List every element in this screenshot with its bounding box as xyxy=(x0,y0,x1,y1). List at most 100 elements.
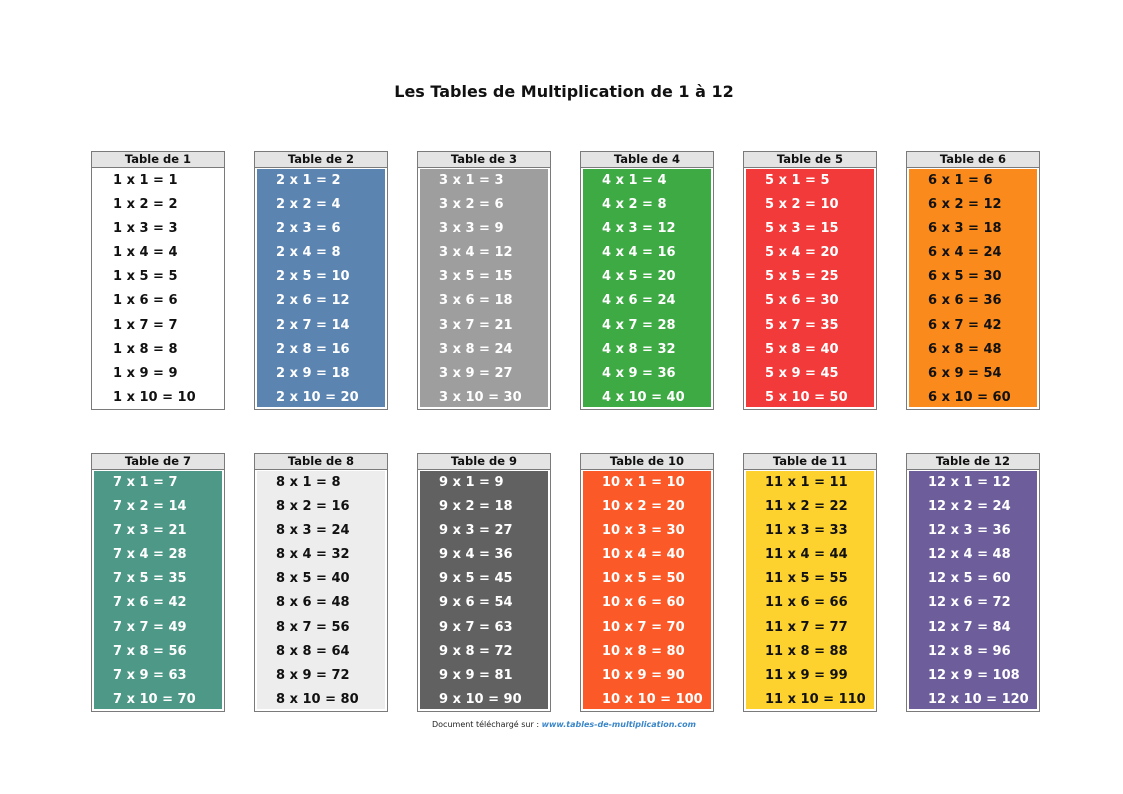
table-header: Table de 8 xyxy=(255,454,387,470)
table-row: 5 x 7 = 35 xyxy=(765,317,839,333)
table-header: Table de 7 xyxy=(92,454,224,470)
table-row: 1 x 3 = 3 xyxy=(113,221,178,237)
table-row: 10 x 1 = 10 xyxy=(602,475,685,490)
table-row: 3 x 7 = 21 xyxy=(439,317,513,333)
table-row: 4 x 4 = 16 xyxy=(602,245,676,261)
table-row: 11 x 9 = 99 xyxy=(765,667,848,683)
table-row: 7 x 10 = 70 xyxy=(113,691,196,707)
table-row: 12 x 1 = 12 xyxy=(928,475,1011,490)
table-row: 8 x 3 = 24 xyxy=(276,523,350,539)
table-body: 4 x 1 = 4 4 x 2 = 8 4 x 3 = 12 4 x 4 = 16 4 … xyxy=(583,169,711,407)
table-row: 1 x 9 = 9 xyxy=(113,365,178,381)
table-row: 8 x 5 = 40 xyxy=(276,571,350,587)
table-row: 11 x 2 = 22 xyxy=(765,499,848,515)
table-row: 6 x 3 = 18 xyxy=(928,221,1002,237)
table-row: 12 x 6 = 72 xyxy=(928,595,1011,611)
table-row: 1 x 5 = 5 xyxy=(113,269,178,285)
table-row: 2 x 7 = 14 xyxy=(276,317,350,333)
table-row: 2 x 5 = 10 xyxy=(276,269,350,285)
table-row: 4 x 8 = 32 xyxy=(602,341,676,357)
table-row: 2 x 8 = 16 xyxy=(276,341,350,357)
table-row: 9 x 1 = 9 xyxy=(439,475,504,490)
table-row: 7 x 7 = 49 xyxy=(113,619,187,635)
table-header: Table de 6 xyxy=(907,152,1039,168)
table-row: 10 x 4 = 40 xyxy=(602,547,685,563)
table-body: 2 x 1 = 2 2 x 2 = 4 2 x 3 = 6 2 x 4 = 8 2 x … xyxy=(257,169,385,407)
table-row: 9 x 2 = 18 xyxy=(439,499,513,515)
table-header: Table de 5 xyxy=(744,152,876,168)
table-row: 5 x 3 = 15 xyxy=(765,221,839,237)
table-row: 8 x 9 = 72 xyxy=(276,667,350,683)
table-row: 3 x 2 = 6 xyxy=(439,197,504,213)
table-row: 11 x 7 = 77 xyxy=(765,619,848,635)
table-body: 10 x 1 = 10 10 x 2 = 20 10 x 3 = 30 10 x 4 … xyxy=(583,471,711,709)
table-row: 4 x 5 = 20 xyxy=(602,269,676,285)
table-row: 1 x 8 = 8 xyxy=(113,341,178,357)
table-row: 2 x 10 = 20 xyxy=(276,389,359,405)
table-row: 6 x 6 = 36 xyxy=(928,293,1002,309)
table-body: 6 x 1 = 6 6 x 2 = 12 6 x 3 = 18 6 x 4 = 24 6… xyxy=(909,169,1037,407)
table-row: 12 x 8 = 96 xyxy=(928,643,1011,659)
table-row: 9 x 6 = 54 xyxy=(439,595,513,611)
table-row: 11 x 3 = 33 xyxy=(765,523,848,539)
table-header: Table de 9 xyxy=(418,454,550,470)
table-row: 10 x 3 = 30 xyxy=(602,523,685,539)
table-row: 1 x 6 = 6 xyxy=(113,293,178,309)
table-row: 9 x 3 = 27 xyxy=(439,523,513,539)
table-header: Table de 4 xyxy=(581,152,713,168)
table-row: 1 x 2 = 2 xyxy=(113,197,178,213)
table-row: 12 x 5 = 60 xyxy=(928,571,1011,587)
table-row: 5 x 5 = 25 xyxy=(765,269,839,285)
table-row: 7 x 4 = 28 xyxy=(113,547,187,563)
table-row: 9 x 5 = 45 xyxy=(439,571,513,587)
footer-link[interactable]: www.tables-de-multiplication.com xyxy=(541,720,696,729)
table-row: 10 x 6 = 60 xyxy=(602,595,685,611)
table-row: 3 x 6 = 18 xyxy=(439,293,513,309)
table-row: 5 x 10 = 50 xyxy=(765,389,848,405)
table-row: 3 x 9 = 27 xyxy=(439,365,513,381)
table-body: 11 x 1 = 11 11 x 2 = 22 11 x 3 = 33 11 x 4 … xyxy=(746,471,874,709)
table-row: 4 x 6 = 24 xyxy=(602,293,676,309)
table-header: Table de 1 xyxy=(92,152,224,168)
table-row: 9 x 10 = 90 xyxy=(439,691,522,707)
table-row: 12 x 3 = 36 xyxy=(928,523,1011,539)
table-row: 6 x 1 = 6 xyxy=(928,173,993,188)
table-row: 12 x 2 = 24 xyxy=(928,499,1011,515)
table-body: 9 x 1 = 9 9 x 2 = 18 9 x 3 = 27 9 x 4 = 36 9… xyxy=(420,471,548,709)
table-row: 4 x 9 = 36 xyxy=(602,365,676,381)
table-body: 1 x 1 = 1 1 x 2 = 2 1 x 3 = 3 1 x 4 = 4 1 x … xyxy=(94,169,222,407)
table-row: 6 x 10 = 60 xyxy=(928,389,1011,405)
table-row: 11 x 10 = 110 xyxy=(765,691,866,707)
table-row: 12 x 4 = 48 xyxy=(928,547,1011,563)
table-header: Table de 12 xyxy=(907,454,1039,470)
table-body: 3 x 1 = 3 3 x 2 = 6 3 x 3 = 9 3 x 4 = 12 3 x… xyxy=(420,169,548,407)
table-row: 12 x 10 = 120 xyxy=(928,691,1029,707)
multiplication-table-12: Table de 12 12 x 1 = 12 12 x 2 = 24 12 x 3 … xyxy=(906,453,1040,712)
table-row: 5 x 8 = 40 xyxy=(765,341,839,357)
table-row: 1 x 1 = 1 xyxy=(113,173,178,188)
table-row: 11 x 6 = 66 xyxy=(765,595,848,611)
table-row: 9 x 4 = 36 xyxy=(439,547,513,563)
table-row: 10 x 5 = 50 xyxy=(602,571,685,587)
table-row: 3 x 5 = 15 xyxy=(439,269,513,285)
table-row: 9 x 8 = 72 xyxy=(439,643,513,659)
table-body: 12 x 1 = 12 12 x 2 = 24 12 x 3 = 36 12 x 4 … xyxy=(909,471,1037,709)
table-row: 11 x 5 = 55 xyxy=(765,571,848,587)
table-row: 8 x 7 = 56 xyxy=(276,619,350,635)
table-row: 7 x 6 = 42 xyxy=(113,595,187,611)
table-row: 7 x 5 = 35 xyxy=(113,571,187,587)
multiplication-table-11: Table de 11 11 x 1 = 11 11 x 2 = 22 11 x 3 … xyxy=(743,453,877,712)
table-row: 4 x 7 = 28 xyxy=(602,317,676,333)
table-row: 2 x 4 = 8 xyxy=(276,245,341,261)
footer-prefix: Document téléchargé sur : xyxy=(432,720,542,729)
table-row: 4 x 10 = 40 xyxy=(602,389,685,405)
table-body: 8 x 1 = 8 8 x 2 = 16 8 x 3 = 24 8 x 4 = 32 8… xyxy=(257,471,385,709)
table-row: 10 x 10 = 100 xyxy=(602,691,703,707)
table-row: 10 x 2 = 20 xyxy=(602,499,685,515)
